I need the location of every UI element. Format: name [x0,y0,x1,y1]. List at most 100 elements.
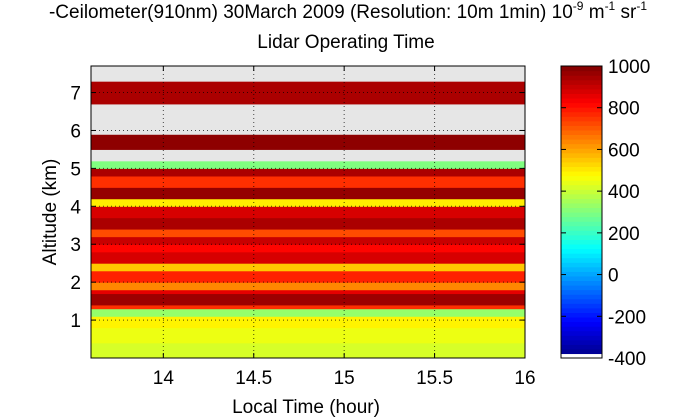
colorbar-segment [561,170,602,177]
colorbar-tick-label: 600 [608,140,640,161]
colorbar-segment [561,326,602,332]
colorbar-segment [561,298,602,304]
colorbar-segment [561,225,602,231]
axis-layer: 14 14.5 15 15.5 16 1 2 3 4 5 6 7 [70,66,536,389]
colorbar-segment [561,344,602,350]
colorbar-segment [561,257,602,263]
colorbar-segment [561,189,602,195]
colorbar-segment [561,66,602,72]
x-tick-label: 16 [514,368,535,389]
colorbar-segment [561,180,602,186]
colorbar-segment [561,120,602,126]
colorbar-segment [561,275,602,282]
colorbar-segment [561,152,602,158]
colorbar-segment [561,207,602,213]
colorbar-segment [561,116,602,122]
title-exponent-1: -9 [572,0,584,13]
heatmap-band [91,244,525,253]
x-tick-label: 15 [334,368,355,389]
colorbar-tick-label: 200 [608,224,640,245]
heatmap-band [91,304,525,310]
colorbar-segment [561,221,602,227]
colorbar-segment [561,111,602,117]
colorbar-segment [561,102,602,108]
colorbar-segment [561,280,602,286]
y-tick-label: 7 [70,84,81,105]
y-tick-label: 5 [70,159,81,180]
x-tick-label: 14.5 [235,368,272,389]
colorbar-segment [561,243,602,250]
y-tick-label: 3 [70,235,81,256]
colorbar-tick-label: 1000 [608,57,650,78]
colorbar-segment [561,234,602,240]
colorbar-segment [561,353,602,359]
heatmap-band [91,66,525,82]
colorbar-segment [561,125,602,131]
colorbar-segment [561,348,602,355]
chart-title-text: -Ceilometer(910nm) 30March 2009 (Resolut… [48,2,573,23]
colorbar-tick-label: 400 [608,182,640,203]
colorbar-tick-label: -200 [608,307,646,328]
heatmap-band [91,134,525,150]
colorbar-segment [561,139,602,145]
colorbar-segment [561,266,602,272]
colorbar-segment [561,248,602,254]
heatmap-band [91,289,525,295]
colorbar-segment [561,157,602,163]
heatmap-band [91,263,525,272]
colorbar-segment [561,129,602,136]
y-axis-label: Altitude (km) [40,159,61,266]
colorbar-segment [561,148,602,154]
heatmap-band [91,342,525,358]
heatmap-band [91,187,525,200]
colorbar-segment [561,75,602,81]
heatmap-band [91,308,525,317]
heatmap-band [91,327,525,344]
colorbar-segment [561,107,602,113]
colorbar-segment [561,198,602,204]
colorbar-segment [561,84,602,90]
y-tick-label: 2 [70,273,81,294]
heatmap-band [91,270,525,283]
colorbar-tick-label: -400 [608,349,646,370]
colorbar-tick-label: 800 [608,99,640,120]
colorbar-segment [561,93,602,99]
heatmap-band [91,251,525,264]
x-tick-label: 14 [153,368,175,389]
heatmap-band [91,175,525,188]
colorbar-segment [561,212,602,218]
x-tick-label: 15.5 [416,368,453,389]
colorbar-segment [561,312,602,318]
heatmap-band [91,198,525,207]
colorbar-segment [561,161,602,167]
chart-title-unit-sr: sr [615,2,637,23]
colorbar-segment [561,271,602,277]
colorbar-segment [561,184,602,190]
colorbar-segment [561,97,602,104]
colorbar-segment [561,230,602,236]
title-exponent-2: -1 [604,0,616,13]
y-tick-label: 6 [70,121,81,142]
colorbar-segment [561,294,602,300]
colorbar-segment [561,239,602,245]
colorbar: 1000 800 600 400 200 0 -200 -400 [560,57,650,370]
colorbar-segment [561,166,602,172]
colorbar-segment [561,193,602,199]
colorbar-tick-label: 0 [608,266,619,287]
heatmap-band [91,103,525,135]
x-axis-label: Local Time (hour) [232,397,380,418]
chart-title-unit-m: m [583,2,605,23]
colorbar-segment [561,285,602,291]
colorbar-segment [561,88,602,94]
heatmap-band [91,217,525,230]
heatmap-band [91,168,525,177]
heatmap-band [91,229,525,238]
colorbar-segment [561,307,602,313]
colorbar-segment [561,253,602,259]
colorbar-segment [561,303,602,309]
colorbar-segment [561,262,602,268]
grid-layer [91,66,525,358]
plot-frame [90,65,526,359]
